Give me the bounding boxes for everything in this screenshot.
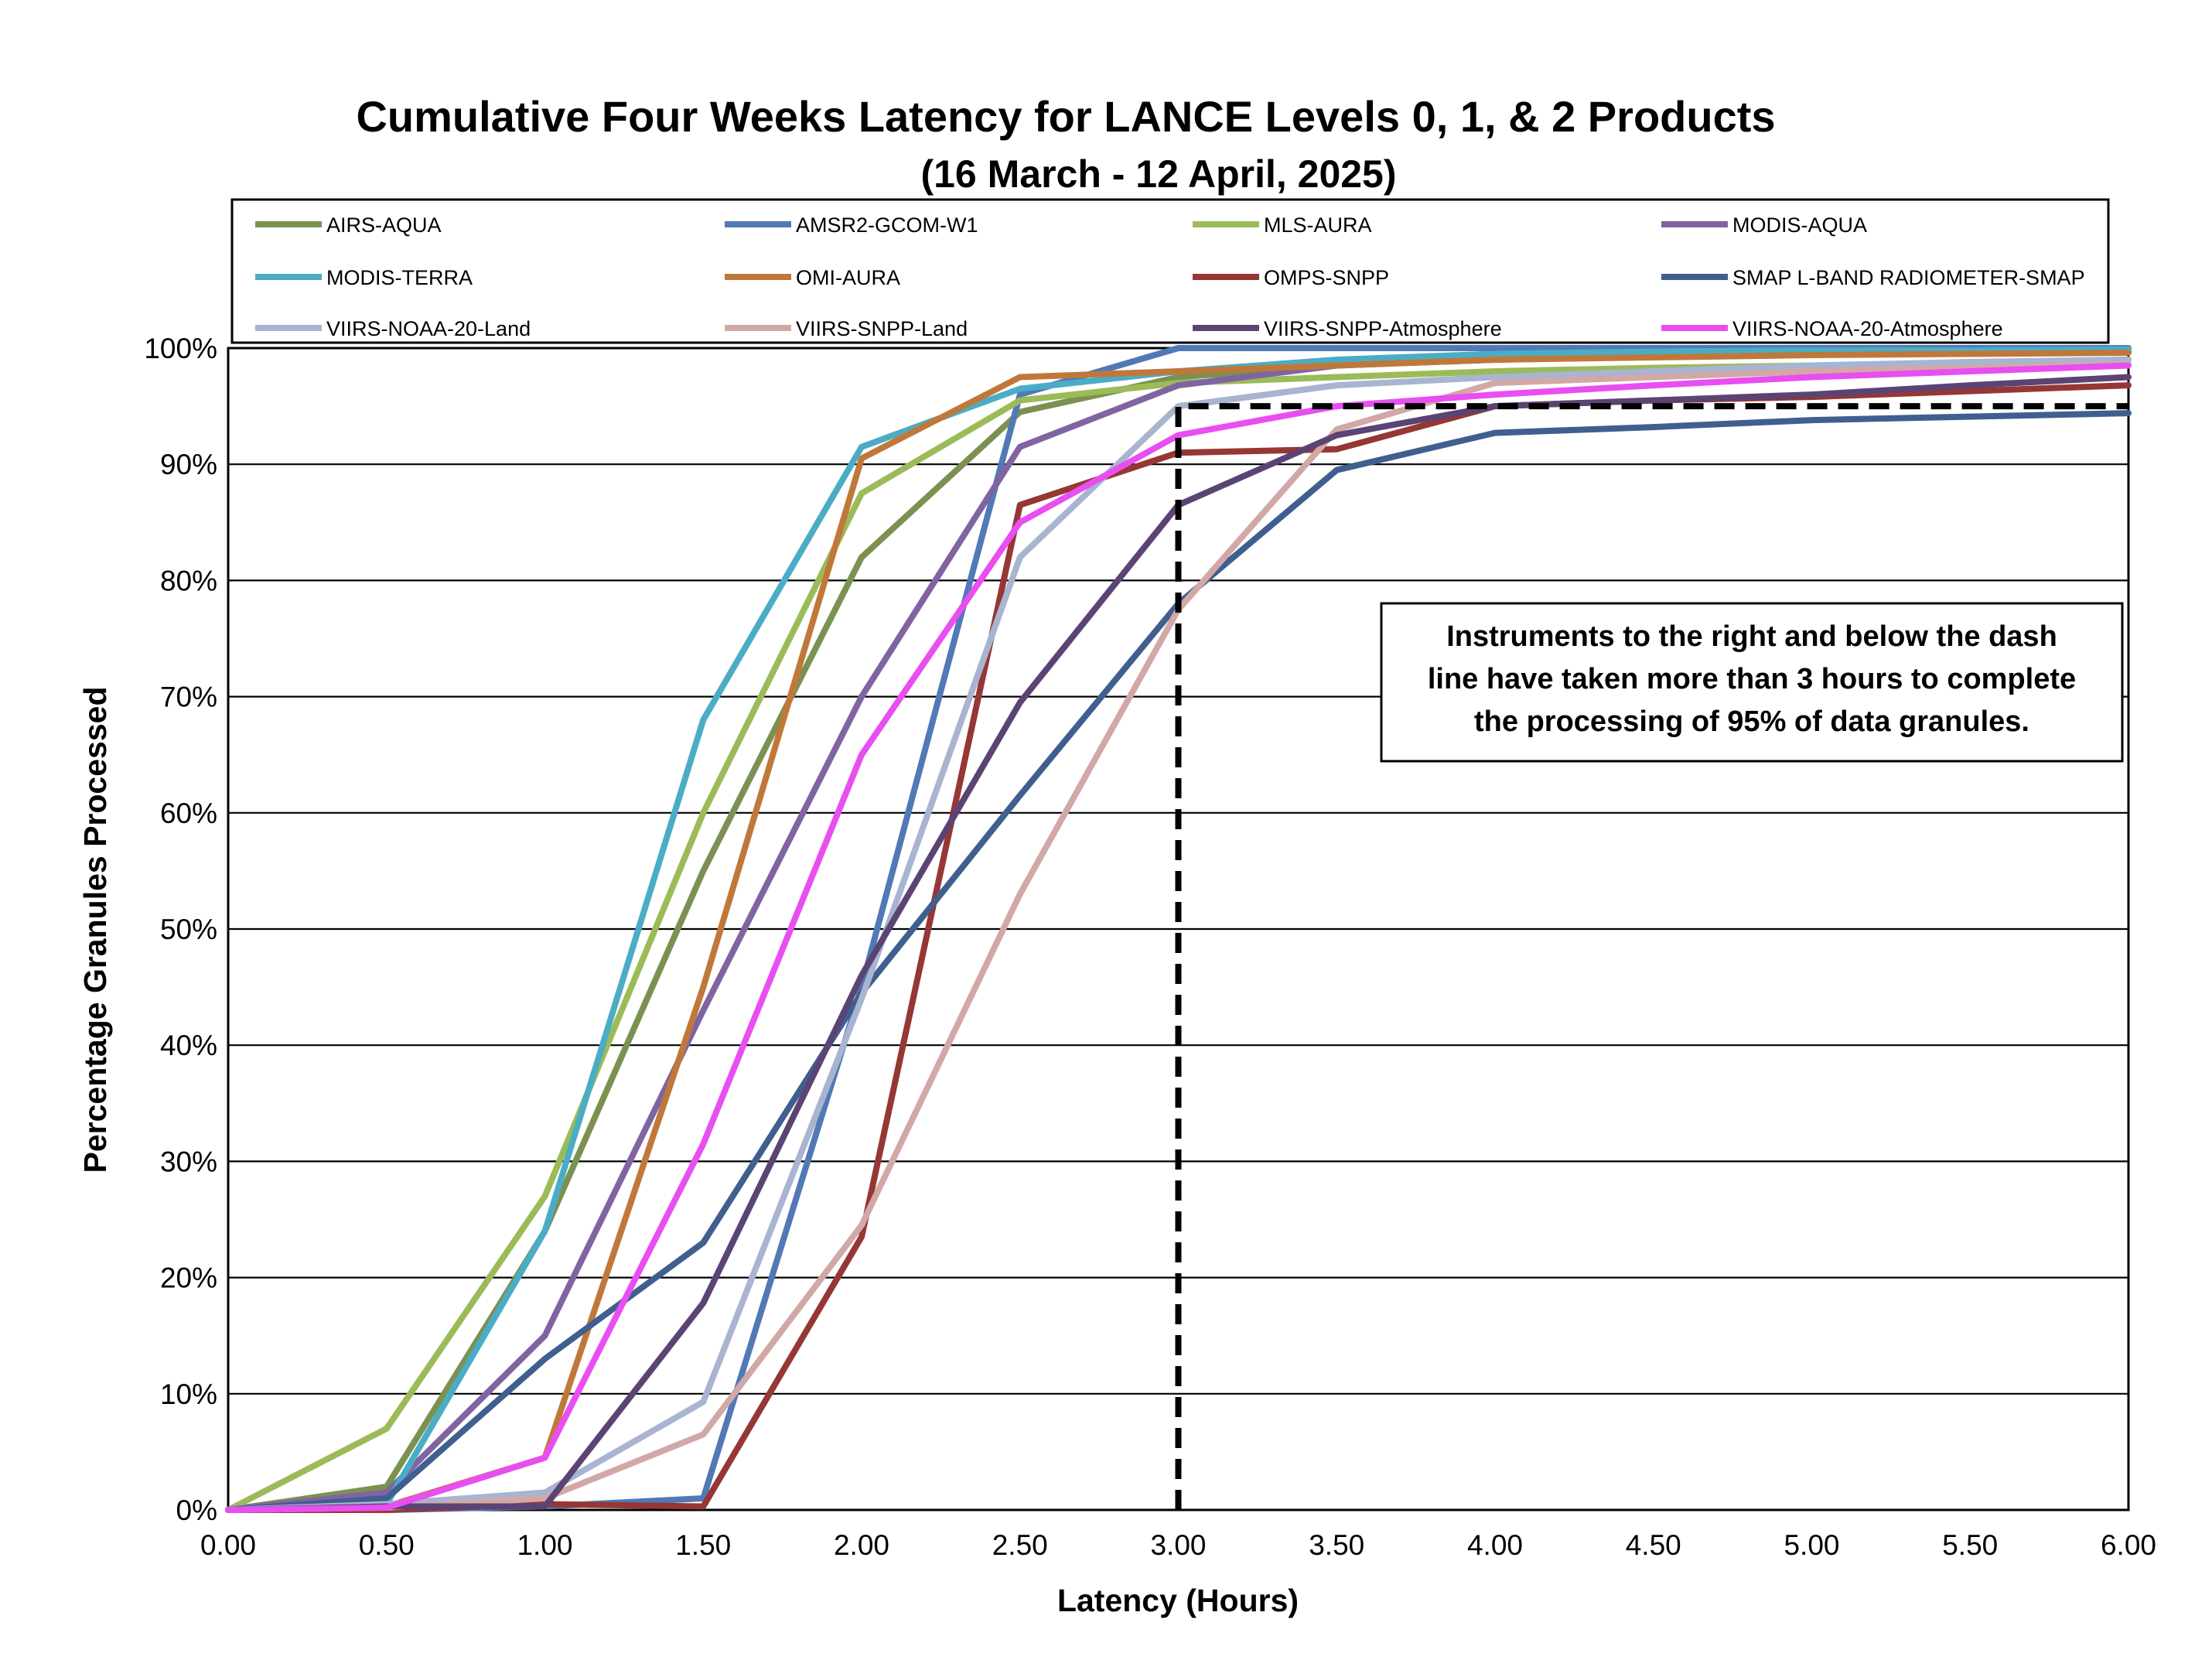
x-tick-label: 0.00 — [200, 1529, 256, 1561]
annotation-line-3: the processing of 95% of data granules. — [1474, 705, 2029, 738]
y-tick-label: 90% — [160, 449, 217, 480]
legend-item: OMI-AURA — [725, 266, 900, 289]
dashed-threshold-line — [1175, 403, 2128, 1510]
legend-item: OMPS-SNPP — [1193, 266, 1389, 289]
legend-item: VIIRS-NOAA-20-Atmosphere — [1661, 317, 2003, 340]
legend-item: MODIS-TERRA — [255, 266, 473, 289]
threshold-line — [1175, 403, 2128, 1510]
annotation-line-1: Instruments to the right and below the d… — [1446, 620, 2057, 653]
legend-item: AMSR2-GCOM-W1 — [725, 213, 978, 237]
legend-box — [230, 198, 2110, 344]
x-tick-label: 3.00 — [1150, 1529, 1206, 1561]
y-tick-label: 60% — [160, 798, 217, 829]
y-axis: 0% 10% 20% 30% 40% 50% 60% 70% 80% 90% 100% — [144, 333, 217, 1526]
x-tick-label: 5.00 — [1784, 1529, 1839, 1561]
y-tick-label: 70% — [160, 681, 217, 713]
x-tick-label: 1.00 — [517, 1529, 572, 1561]
y-tick-label: 50% — [160, 914, 217, 945]
x-tick-label: 3.50 — [1309, 1529, 1364, 1561]
legend-label: MODIS-TERRA — [326, 266, 473, 289]
legend-label: VIIRS-NOAA-20-Land — [326, 317, 531, 340]
x-tick-label: 4.00 — [1467, 1529, 1523, 1561]
legend-item: MLS-AURA — [1193, 213, 1372, 237]
x-tick-label: 2.00 — [834, 1529, 889, 1561]
y-axis-label: Percentage Granules Processed — [77, 687, 113, 1173]
x-tick-label: 6.00 — [2101, 1529, 2156, 1561]
legend-label: VIIRS-NOAA-20-Atmosphere — [1732, 317, 2003, 340]
y-tick-label: 30% — [160, 1146, 217, 1177]
y-tick-label: 10% — [160, 1378, 217, 1410]
x-tick-label: 2.50 — [992, 1529, 1048, 1561]
x-axis: 0.00 0.50 1.00 1.50 2.00 2.50 3.00 3.50 4.00 4.50… — [200, 1529, 2156, 1561]
y-tick-label: 100% — [144, 333, 217, 364]
annotation-frame — [1380, 602, 2124, 763]
chart-title: Cumulative Four Weeks Latency for LANCE … — [356, 92, 1775, 141]
legend-label: AIRS-AQUA — [326, 213, 442, 237]
legend-label: OMI-AURA — [796, 266, 900, 289]
x-tick-label: 1.50 — [675, 1529, 731, 1561]
y-tick-label: 80% — [160, 565, 217, 596]
x-axis-label: Latency (Hours) — [1057, 1583, 1299, 1618]
x-tick-label: 0.50 — [359, 1529, 415, 1561]
legend-label: VIIRS-SNPP-Atmosphere — [1264, 317, 1502, 340]
legend-label: MLS-AURA — [1264, 213, 1372, 237]
legend-item: AIRS-AQUA — [255, 213, 442, 237]
annotation-line-2: line have taken more than 3 hours to com… — [1428, 663, 2076, 695]
legend-item: VIIRS-NOAA-20-Land — [255, 317, 531, 340]
legend-label: AMSR2-GCOM-W1 — [796, 213, 978, 237]
legend-label: MODIS-AQUA — [1732, 213, 1867, 237]
series-line — [225, 357, 2132, 1513]
y-tick-label: 20% — [160, 1262, 217, 1294]
y-tick-label: 0% — [176, 1494, 217, 1526]
legend-item: SMAP L-BAND RADIOMETER-SMAP — [1661, 266, 2085, 289]
x-tick-label: 4.50 — [1626, 1529, 1681, 1561]
legend-label: VIIRS-SNPP-Land — [796, 317, 968, 340]
legend-item: VIIRS-SNPP-Land — [725, 317, 968, 340]
legend-label: SMAP L-BAND RADIOMETER-SMAP — [1732, 266, 2085, 289]
legend-item: VIIRS-SNPP-Atmosphere — [1193, 317, 1502, 340]
legend-item: MODIS-AQUA — [1661, 213, 1867, 237]
y-tick-label: 40% — [160, 1030, 217, 1061]
chart-subtitle: (16 March - 12 April, 2025) — [920, 152, 1396, 196]
legend-label: OMPS-SNPP — [1264, 266, 1389, 289]
legend: AIRS-AQUA AMSR2-GCOM-W1 MLS-AURA MODIS-AQUA… — [230, 198, 2110, 344]
x-tick-label: 5.50 — [1942, 1529, 1998, 1561]
series-line — [225, 362, 2132, 1513]
annotation-box: Instruments to the right and below the d… — [1380, 602, 2124, 763]
